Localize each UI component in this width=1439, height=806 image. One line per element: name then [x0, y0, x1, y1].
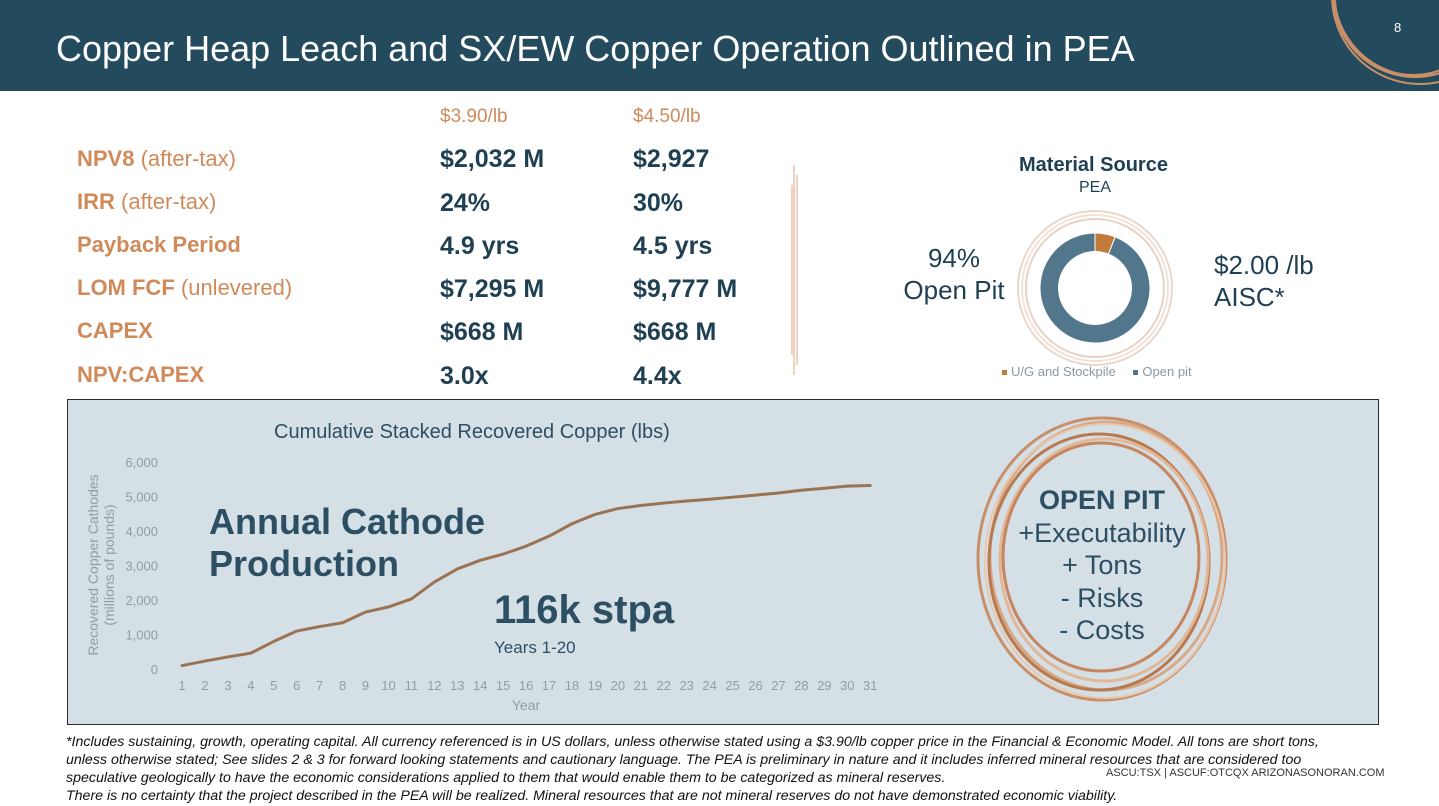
- x-tick-label: 31: [863, 678, 877, 693]
- x-tick-label: 28: [794, 678, 808, 693]
- material-source-subtitle: PEA: [1079, 179, 1112, 196]
- x-tick-label: 12: [427, 678, 441, 693]
- y-tick-label: 5,000: [125, 490, 158, 505]
- legend-item-open-pit: Open pit: [1133, 364, 1192, 379]
- x-tick-label: 23: [679, 678, 693, 693]
- price-header-450: $4.50/lb: [633, 106, 701, 127]
- material-source-donut: [1017, 210, 1173, 366]
- metric-value-capex-390: $668 M: [440, 318, 524, 346]
- x-tick-label: 22: [657, 678, 671, 693]
- x-tick-label: 13: [450, 678, 464, 693]
- x-tick-label: 11: [405, 678, 419, 693]
- x-tick-label: 1: [178, 678, 185, 693]
- x-tick-label: 2: [201, 678, 208, 693]
- donut-legend: U/G and Stockpile Open pit: [1002, 364, 1206, 379]
- x-tick-label: 4: [247, 678, 254, 693]
- years-range: Years 1-20: [494, 638, 576, 657]
- metric-label-irr: IRR (after-tax): [77, 189, 217, 214]
- x-tick-label: 26: [748, 678, 762, 693]
- metric-value-lom-fcf-390: $7,295 M: [440, 275, 545, 303]
- x-tick-label: 16: [519, 678, 533, 693]
- metric-label-lom-fcf: LOM FCF (unlevered): [77, 275, 293, 300]
- metric-value-payback-390: 4.9 yrs: [440, 232, 520, 260]
- y-tick-label: 3,000: [125, 559, 158, 574]
- slide-title: Copper Heap Leach and SX/EW Copper Opera…: [56, 28, 1135, 69]
- x-tick-label: 3: [224, 678, 231, 693]
- ticker-and-website: ASCU:TSX | ASCUF:OTCQX ARIZONASONORAN.CO…: [1106, 767, 1385, 779]
- open-pit-callout: OPEN PIT +Executability + Tons - Risks -…: [1018, 485, 1186, 645]
- x-tick-label: 15: [496, 678, 510, 693]
- metric-value-irr-390: 24%: [440, 189, 491, 217]
- x-tick-label: 30: [840, 678, 854, 693]
- y-tick-label: 0: [151, 662, 158, 677]
- y-axis-label: Recovered Copper Cathodes(millions of po…: [85, 474, 117, 655]
- metric-value-capex-450: $668 M: [633, 318, 717, 346]
- material-source-title: Material Source: [1019, 154, 1168, 176]
- header-bar: [0, 0, 1439, 91]
- x-tick-label: 14: [473, 678, 487, 693]
- annual-cathode-production-label: Annual Cathode Production: [209, 501, 485, 584]
- metric-value-npv-390: $2,032 M: [440, 145, 545, 173]
- x-tick-label: 17: [542, 678, 556, 693]
- x-tick-label: 27: [771, 678, 785, 693]
- metric-label-payback: Payback Period: [77, 232, 241, 257]
- x-tick-label: 18: [565, 678, 579, 693]
- y-tick-label: 6,000: [125, 455, 158, 470]
- metric-label-capex: CAPEX: [77, 318, 153, 343]
- x-axis-label: Year: [512, 697, 541, 713]
- open-pit-percent-label: 94% Open Pit: [903, 243, 1005, 305]
- x-tick-label: 25: [725, 678, 739, 693]
- copper-rings-graphic: [976, 416, 1228, 702]
- x-tick-label: 20: [611, 678, 625, 693]
- production-panel: Cumulative Stacked Recovered Copper (lbs…: [67, 399, 1379, 725]
- x-tick-label: 5: [270, 678, 277, 693]
- x-tick-label: 6: [293, 678, 300, 693]
- x-tick-label: 21: [634, 678, 648, 693]
- metric-label-npv-capex: NPV:CAPEX: [77, 362, 205, 387]
- decorative-divider: [791, 165, 798, 375]
- metric-value-lom-fcf-450: $9,777 M: [633, 275, 738, 303]
- x-tick-label: 19: [588, 678, 602, 693]
- x-tick-label: 10: [381, 678, 395, 693]
- x-tick-label: 24: [702, 678, 716, 693]
- aisc-label: $2.00 /lb AISC*: [1214, 250, 1314, 312]
- metric-value-npv-capex-450: 4.4x: [633, 362, 682, 390]
- metric-label-npv: NPV8 (after-tax): [77, 146, 236, 171]
- chart-title: Cumulative Stacked Recovered Copper (lbs…: [274, 421, 670, 443]
- y-tick-label: 4,000: [125, 524, 158, 539]
- page-number: 8: [1394, 20, 1402, 35]
- metric-value-npv-450: $2,927: [633, 145, 710, 173]
- y-tick-label: 1,000: [125, 628, 158, 643]
- copper-rings-logo: [1331, 0, 1439, 85]
- x-tick-label: 9: [362, 678, 369, 693]
- x-tick-label: 7: [316, 678, 323, 693]
- x-tick-label: 8: [339, 678, 346, 693]
- cumulative-copper-chart: Cumulative Stacked Recovered Copper (lbs…: [85, 421, 877, 713]
- metric-value-payback-450: 4.5 yrs: [633, 232, 713, 260]
- y-tick-label: 2,000: [125, 593, 158, 608]
- x-tick-label: 29: [817, 678, 831, 693]
- footnote: *Includes sustaining, growth, operating …: [66, 734, 1319, 804]
- metric-value-npv-capex-390: 3.0x: [440, 362, 489, 390]
- metric-value-irr-450: 30%: [633, 189, 684, 217]
- stpa-value: 116k stpa: [494, 588, 675, 632]
- legend-item-ug: U/G and Stockpile: [1002, 364, 1116, 379]
- price-header-390: $3.90/lb: [440, 106, 508, 127]
- series-line: [180, 483, 872, 668]
